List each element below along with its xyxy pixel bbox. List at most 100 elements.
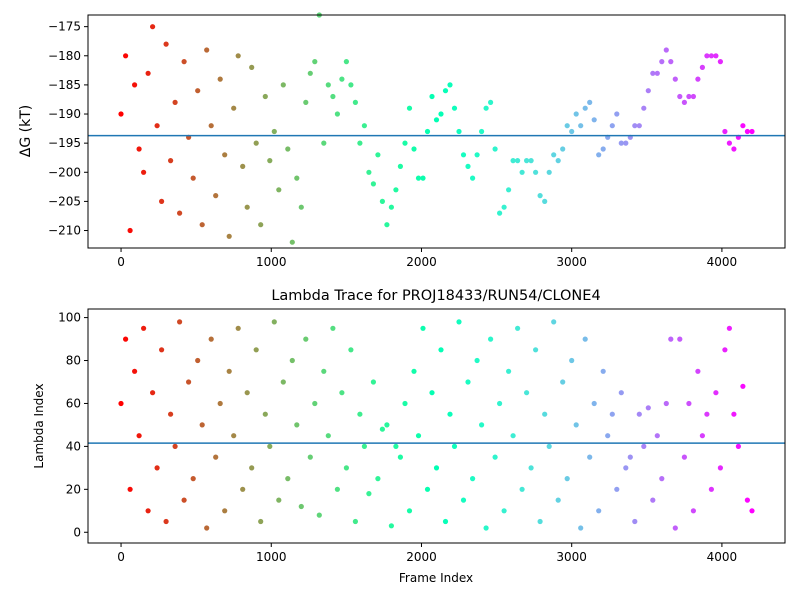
data-point (267, 158, 273, 164)
data-point (393, 443, 399, 449)
data-point (695, 368, 701, 374)
data-point (596, 508, 602, 514)
data-point (172, 99, 178, 105)
data-point (551, 319, 557, 325)
data-point (614, 111, 620, 117)
data-point (587, 99, 593, 105)
x-tick-label: 0 (117, 550, 125, 564)
data-point (744, 497, 751, 503)
data-point (668, 336, 674, 342)
data-point (641, 105, 647, 111)
data-point (420, 325, 426, 331)
data-point (168, 411, 174, 417)
data-point (294, 422, 300, 428)
data-point (136, 146, 142, 152)
data-point (141, 325, 147, 331)
data-point (312, 59, 318, 65)
data-point (352, 518, 358, 525)
data-point (235, 53, 241, 59)
y-tick-label: 20 (66, 482, 81, 496)
data-point (280, 82, 286, 88)
data-point (330, 325, 336, 331)
data-point (506, 368, 512, 374)
data-point (699, 433, 706, 439)
data-point (415, 175, 422, 181)
data-point (492, 454, 498, 460)
data-point (141, 169, 147, 175)
data-point (316, 512, 322, 518)
data-point (420, 175, 426, 181)
bottom-x-ticks: 0 1000 2000 3000 4000 (117, 543, 737, 564)
data-point (533, 347, 539, 353)
data-point (258, 222, 264, 228)
x-tick-label: 0 (117, 255, 125, 269)
data-point (298, 204, 304, 210)
data-point (722, 347, 728, 353)
data-point (253, 347, 259, 353)
data-point (672, 76, 678, 82)
data-point (136, 433, 142, 439)
bottom-chart-title: Lambda Trace for PROJ18433/RUN54/CLONE4 (271, 288, 600, 304)
data-point (366, 491, 372, 497)
data-point (582, 105, 588, 111)
data-point (465, 379, 471, 385)
data-point (118, 400, 124, 407)
data-point (677, 336, 683, 342)
data-point (258, 518, 264, 525)
data-point (388, 204, 394, 210)
data-point (343, 465, 349, 471)
data-point (289, 239, 295, 245)
data-point (370, 379, 376, 385)
data-point (379, 426, 385, 432)
data-point (127, 486, 133, 492)
data-point (204, 525, 210, 531)
x-tick-label: 2000 (406, 550, 437, 564)
data-point (262, 411, 268, 417)
x-tick-label: 2000 (406, 255, 437, 269)
data-point (271, 319, 277, 325)
data-point (244, 390, 250, 396)
data-point (614, 486, 620, 492)
data-point (497, 400, 503, 407)
data-point (406, 508, 413, 514)
data-point (222, 508, 228, 514)
data-point (375, 152, 381, 158)
data-point (123, 336, 129, 342)
data-point (546, 169, 552, 175)
data-point (650, 497, 656, 503)
data-point (659, 59, 665, 65)
data-point (623, 465, 629, 471)
data-point (267, 443, 273, 449)
data-point (573, 111, 579, 117)
data-point (348, 347, 354, 353)
data-point (618, 140, 624, 146)
data-point (411, 146, 417, 152)
data-point (181, 497, 187, 503)
data-point (695, 76, 701, 82)
data-point (713, 53, 719, 59)
data-point (384, 422, 390, 428)
data-point (528, 465, 534, 471)
data-point (451, 105, 458, 111)
data-point (650, 70, 656, 76)
data-point (343, 59, 349, 65)
data-point (524, 390, 530, 396)
data-point (424, 486, 431, 492)
data-point (253, 140, 259, 146)
data-point (506, 187, 512, 193)
data-point (497, 210, 503, 216)
data-point (132, 82, 138, 88)
data-point (235, 325, 241, 331)
data-point (303, 99, 309, 105)
data-point (145, 508, 151, 514)
data-point (564, 476, 570, 482)
data-point (393, 187, 399, 193)
data-point (456, 128, 462, 135)
data-point (303, 336, 309, 342)
bottom-y-axis-label: Lambda Index (32, 383, 46, 468)
x-tick-label: 1000 (256, 255, 287, 269)
data-point (515, 158, 521, 164)
top-y-axis-label: ΔG (kT) (18, 105, 34, 157)
data-point (366, 169, 372, 175)
data-point (587, 454, 593, 460)
